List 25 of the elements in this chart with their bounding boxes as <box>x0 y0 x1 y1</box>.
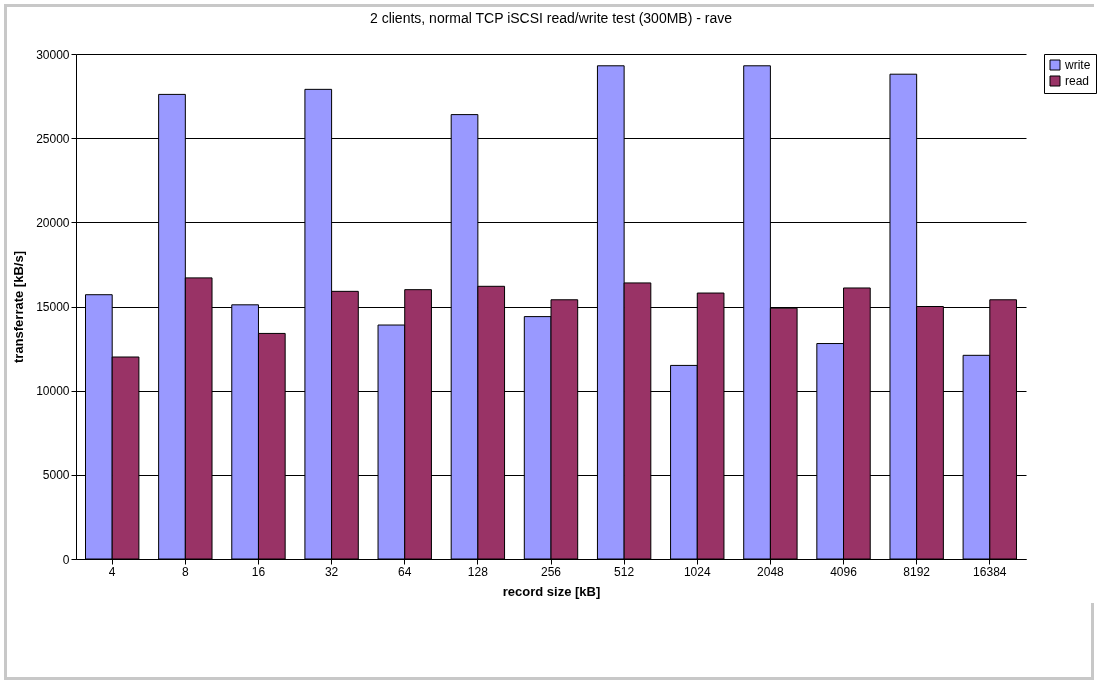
y-tick-label: 30000 <box>36 47 70 62</box>
y-tick-label: 0 <box>62 552 70 567</box>
x-tick-label: 64 <box>398 564 412 579</box>
x-tick-label: 2048 <box>757 564 785 579</box>
legend-label: read <box>1065 74 1090 88</box>
x-tick-label: 16 <box>251 564 266 579</box>
x-tick-label: 4096 <box>830 564 858 579</box>
y-axis-title: transferrate [kB/s] <box>11 251 27 363</box>
x-tick-label: 32 <box>324 564 339 579</box>
x-tick-label: 8192 <box>903 564 931 579</box>
x-axis-title: record size [kB] <box>502 583 601 599</box>
x-tick-label: 8 <box>181 564 189 579</box>
y-tick-label: 10000 <box>36 384 70 399</box>
x-tick-label: 16384 <box>973 564 1007 579</box>
y-tick-label: 25000 <box>36 131 70 146</box>
y-tick-label: 20000 <box>36 215 70 230</box>
y-tick-label: 15000 <box>36 300 70 314</box>
x-tick-label: 1024 <box>683 564 711 579</box>
x-tick-label: 4 <box>108 564 116 579</box>
x-tick-label: 256 <box>540 564 562 579</box>
legend-label: write <box>1064 58 1091 72</box>
x-tick-label: 512 <box>614 564 635 579</box>
x-tick-label: 128 <box>467 564 489 579</box>
y-tick-label: 5000 <box>42 468 70 483</box>
chart-title: 2 clients, normal TCP iSCSI read/write test (300MB) - rave <box>369 10 733 26</box>
